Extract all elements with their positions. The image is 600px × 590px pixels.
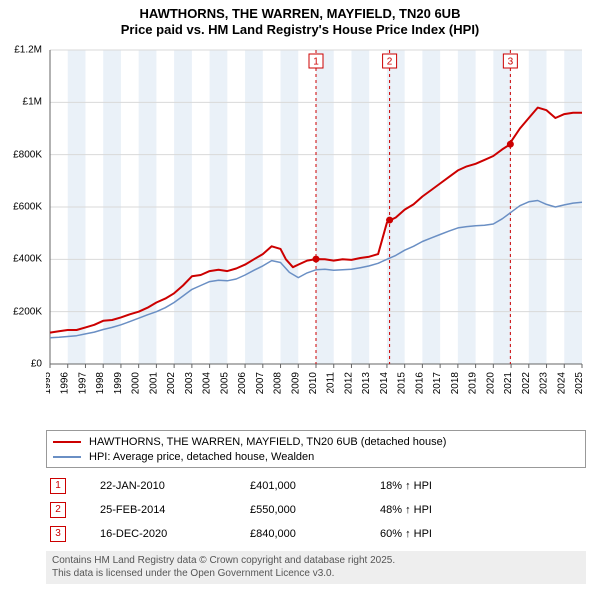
chart-container: { "title_line1": "HAWTHORNS, THE WARREN,… <box>0 0 600 590</box>
svg-text:2025: 2025 <box>574 372 585 395</box>
svg-text:2012: 2012 <box>343 372 354 395</box>
svg-text:2007: 2007 <box>255 372 266 395</box>
svg-text:2018: 2018 <box>450 372 461 395</box>
svg-text:2010: 2010 <box>308 372 319 395</box>
event-marker: 1 <box>50 478 66 494</box>
chart-svg: 1 2 3 1995 1996 1997 1998 1999 2000 2001 2002 2003 2… <box>46 44 586 404</box>
event-price: £550,000 <box>250 504 380 516</box>
footer-line-1: Contains HM Land Registry data © Crown c… <box>52 555 580 568</box>
event-row: 3 16-DEC-2020£840,00060% ↑ HPI <box>46 522 586 546</box>
svg-text:2023: 2023 <box>539 372 550 395</box>
svg-text:2006: 2006 <box>237 372 248 395</box>
y-tick-label: £200K <box>13 306 46 317</box>
legend: HAWTHORNS, THE WARREN, MAYFIELD, TN20 6U… <box>46 430 586 468</box>
legend-label: HAWTHORNS, THE WARREN, MAYFIELD, TN20 6U… <box>89 436 446 448</box>
y-tick-label: £1M <box>23 97 46 108</box>
svg-text:2005: 2005 <box>219 372 230 395</box>
footer-line-2: This data is licensed under the Open Gov… <box>52 568 580 581</box>
event-delta: 60% ↑ HPI <box>380 528 586 540</box>
svg-text:2017: 2017 <box>432 372 443 395</box>
svg-text:2003: 2003 <box>184 372 195 395</box>
legend-swatch <box>53 441 81 443</box>
legend-label: HPI: Average price, detached house, Weal… <box>89 451 314 463</box>
footer-attribution: Contains HM Land Registry data © Crown c… <box>46 551 586 584</box>
svg-text:2022: 2022 <box>521 372 532 395</box>
event-delta: 48% ↑ HPI <box>380 504 586 516</box>
svg-text:2011: 2011 <box>326 372 337 394</box>
svg-text:2015: 2015 <box>397 372 408 395</box>
svg-text:2016: 2016 <box>414 372 425 395</box>
svg-text:2000: 2000 <box>131 372 142 395</box>
event-marker: 3 <box>50 526 66 542</box>
svg-text:1999: 1999 <box>113 372 124 395</box>
y-tick-label: £600K <box>13 202 46 213</box>
y-tick-label: £400K <box>13 254 46 265</box>
event-table: 1 22-JAN-2010£401,00018% ↑ HPI 2 25-FEB-201… <box>46 474 586 546</box>
legend-item: HAWTHORNS, THE WARREN, MAYFIELD, TN20 6U… <box>53 434 579 449</box>
svg-text:2008: 2008 <box>273 372 284 395</box>
y-tick-label: £0 <box>31 359 46 370</box>
event-price: £401,000 <box>250 480 380 492</box>
svg-text:2019: 2019 <box>468 372 479 395</box>
svg-text:2020: 2020 <box>485 372 496 395</box>
legend-item: HPI: Average price, detached house, Weal… <box>53 449 579 464</box>
event-date: 16-DEC-2020 <box>100 528 250 540</box>
svg-text:2013: 2013 <box>361 372 372 395</box>
svg-text:2004: 2004 <box>202 372 213 395</box>
chart-title: HAWTHORNS, THE WARREN, MAYFIELD, TN20 6U… <box>0 0 600 39</box>
title-line-1: HAWTHORNS, THE WARREN, MAYFIELD, TN20 6U… <box>0 6 600 22</box>
svg-text:1996: 1996 <box>60 372 71 395</box>
event-price: £840,000 <box>250 528 380 540</box>
chart-plot: 1 2 3 1995 1996 1997 1998 1999 2000 2001 2002 2003 2… <box>46 44 586 404</box>
svg-text:2024: 2024 <box>556 372 567 395</box>
title-line-2: Price paid vs. HM Land Registry's House … <box>0 22 600 38</box>
y-tick-label: £1.2M <box>14 45 46 56</box>
event-row: 1 22-JAN-2010£401,00018% ↑ HPI <box>46 474 586 498</box>
event-date: 22-JAN-2010 <box>100 480 250 492</box>
y-tick-label: £800K <box>13 149 46 160</box>
svg-text:2: 2 <box>387 57 393 68</box>
event-row: 2 25-FEB-2014£550,00048% ↑ HPI <box>46 498 586 522</box>
svg-text:1: 1 <box>313 57 319 68</box>
svg-text:1995: 1995 <box>46 372 53 395</box>
event-date: 25-FEB-2014 <box>100 504 250 516</box>
svg-text:1997: 1997 <box>77 372 88 395</box>
svg-text:2014: 2014 <box>379 372 390 395</box>
svg-text:2021: 2021 <box>503 372 514 395</box>
svg-text:2002: 2002 <box>166 372 177 395</box>
event-delta: 18% ↑ HPI <box>380 480 586 492</box>
legend-swatch <box>53 456 81 458</box>
svg-text:1998: 1998 <box>95 372 106 395</box>
event-marker: 2 <box>50 502 66 518</box>
svg-text:2001: 2001 <box>148 372 159 395</box>
svg-text:3: 3 <box>508 57 514 68</box>
svg-text:2009: 2009 <box>290 372 301 395</box>
